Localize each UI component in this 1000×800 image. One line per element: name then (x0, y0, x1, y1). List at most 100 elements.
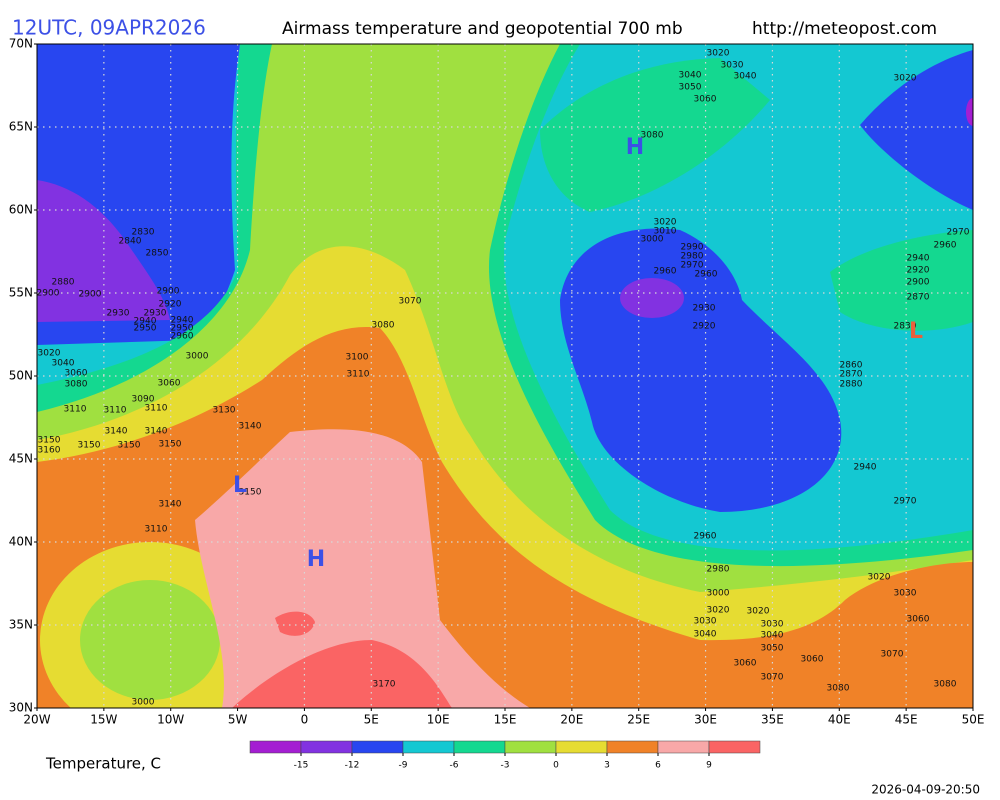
lat-label: 65N (9, 120, 33, 134)
contour-label: 2970 (947, 228, 970, 238)
color-box (453, 740, 506, 754)
contour-label: 3110 (347, 370, 370, 380)
contour-label: 3080 (934, 680, 957, 690)
contour-label: 3150 (118, 441, 141, 451)
run-time: 12UTC, 09APR2026 (12, 16, 206, 40)
contour-label: 3030 (721, 61, 744, 71)
contour-label: 2960 (694, 532, 717, 542)
contour-label: 3050 (679, 83, 702, 93)
contour-label: 2930 (107, 309, 130, 319)
field-red-small (275, 611, 315, 636)
color-box (657, 740, 710, 754)
contour-label: 3140 (145, 427, 168, 437)
pressure-center: H (626, 135, 644, 160)
contour-label: 3060 (907, 615, 930, 625)
contour-label: 3070 (761, 673, 784, 683)
contour-label: 3000 (707, 589, 730, 599)
contour-label: 3100 (346, 353, 369, 363)
lon-label: 30E (694, 713, 717, 727)
contour-label: 2900 (907, 278, 930, 288)
title: Airmass temperature and geopotential 700… (282, 19, 683, 39)
contour-label: 2830 (132, 228, 155, 238)
timestamp: 2026-04-09-20:50 (871, 783, 980, 797)
contour-label: 3020 (654, 218, 677, 228)
color-box (555, 740, 608, 754)
contour-label: 2950 (134, 324, 157, 334)
contour-label: 3080 (372, 321, 395, 331)
lat-label: 35N (9, 618, 33, 632)
contour-label: 2920 (693, 322, 716, 332)
contour-label: 2870 (907, 293, 930, 303)
level-label: -6 (450, 761, 459, 771)
contour-label: 2960 (934, 241, 957, 251)
field-purple-east (620, 278, 684, 318)
contour-label: 3150 (159, 440, 182, 450)
field-green-atlantic (80, 580, 220, 700)
contour-label: 2840 (119, 237, 142, 247)
lon-label: 35E (761, 713, 784, 727)
temperature-field (37, 44, 973, 708)
lat-label: 70N (9, 37, 33, 51)
color-box (300, 740, 353, 754)
pressure-center: L (233, 473, 247, 498)
contour-label: 2980 (681, 252, 704, 262)
contour-label: 3080 (641, 131, 664, 141)
contour-label: 2940 (854, 463, 877, 473)
contour-label: 3040 (734, 72, 757, 82)
contour-label: 2930 (693, 304, 716, 314)
color-box (708, 740, 761, 754)
contour-label: 2900 (79, 290, 102, 300)
level-label: -15 (294, 761, 309, 771)
color-bar: -15 -12 -9 -6 -3 0 3 6 9 (249, 740, 761, 771)
level-label: -12 (345, 761, 360, 771)
contour-label: 2850 (146, 249, 169, 259)
contour-label: 3150 (78, 441, 101, 451)
lat-label: 45N (9, 452, 33, 466)
color-box (402, 740, 455, 754)
contour-label: 2920 (907, 266, 930, 276)
lon-label: 0 (301, 713, 309, 727)
contour-label: 3090 (132, 395, 155, 405)
contour-label: 3060 (734, 659, 757, 669)
contour-label: 2940 (907, 254, 930, 264)
color-box (351, 740, 404, 754)
contour-label: 3020 (747, 607, 770, 617)
contour-label: 3110 (64, 405, 87, 415)
level-label: 0 (553, 761, 559, 771)
contour-label: 2960 (695, 270, 718, 280)
source-url: http://meteopost.com (752, 19, 937, 39)
contour-label: 3040 (761, 631, 784, 641)
contour-label: 3130 (213, 406, 236, 416)
contour-label: 2960 (654, 267, 677, 277)
level-label: -3 (501, 761, 510, 771)
contour-label: 3170 (373, 680, 396, 690)
lon-label: 15W (90, 713, 117, 727)
contour-label: 2970 (681, 261, 704, 271)
lon-label: 5W (228, 713, 248, 727)
pressure-center: H (307, 547, 325, 572)
lat-label: 55N (9, 286, 33, 300)
contour-label: 2830 (894, 322, 917, 332)
lon-label: 20E (560, 713, 583, 727)
contour-label: 3110 (145, 525, 168, 535)
contour-label: 3030 (694, 617, 717, 627)
contour-label: 3080 (827, 684, 850, 694)
field-green-scandinavia (540, 58, 770, 212)
contour-label: 3030 (894, 589, 917, 599)
contour-label: 2990 (681, 243, 704, 253)
contour-label: 3040 (694, 630, 717, 640)
lat-label: 50N (9, 369, 33, 383)
lat-label: 40N (9, 535, 33, 549)
lon-label: 15E (494, 713, 517, 727)
lon-label: 5E (364, 713, 379, 727)
contour-label: 3000 (186, 352, 209, 362)
level-label: -9 (399, 761, 408, 771)
contour-label: 3160 (38, 446, 61, 456)
lon-label: 10E (427, 713, 450, 727)
contour-label: 3060 (801, 655, 824, 665)
contour-label: 2860 (840, 361, 863, 371)
contour-label: 3060 (158, 379, 181, 389)
lon-label: 25E (627, 713, 650, 727)
contour-label: 3000 (132, 698, 155, 708)
field-pink (195, 429, 530, 708)
